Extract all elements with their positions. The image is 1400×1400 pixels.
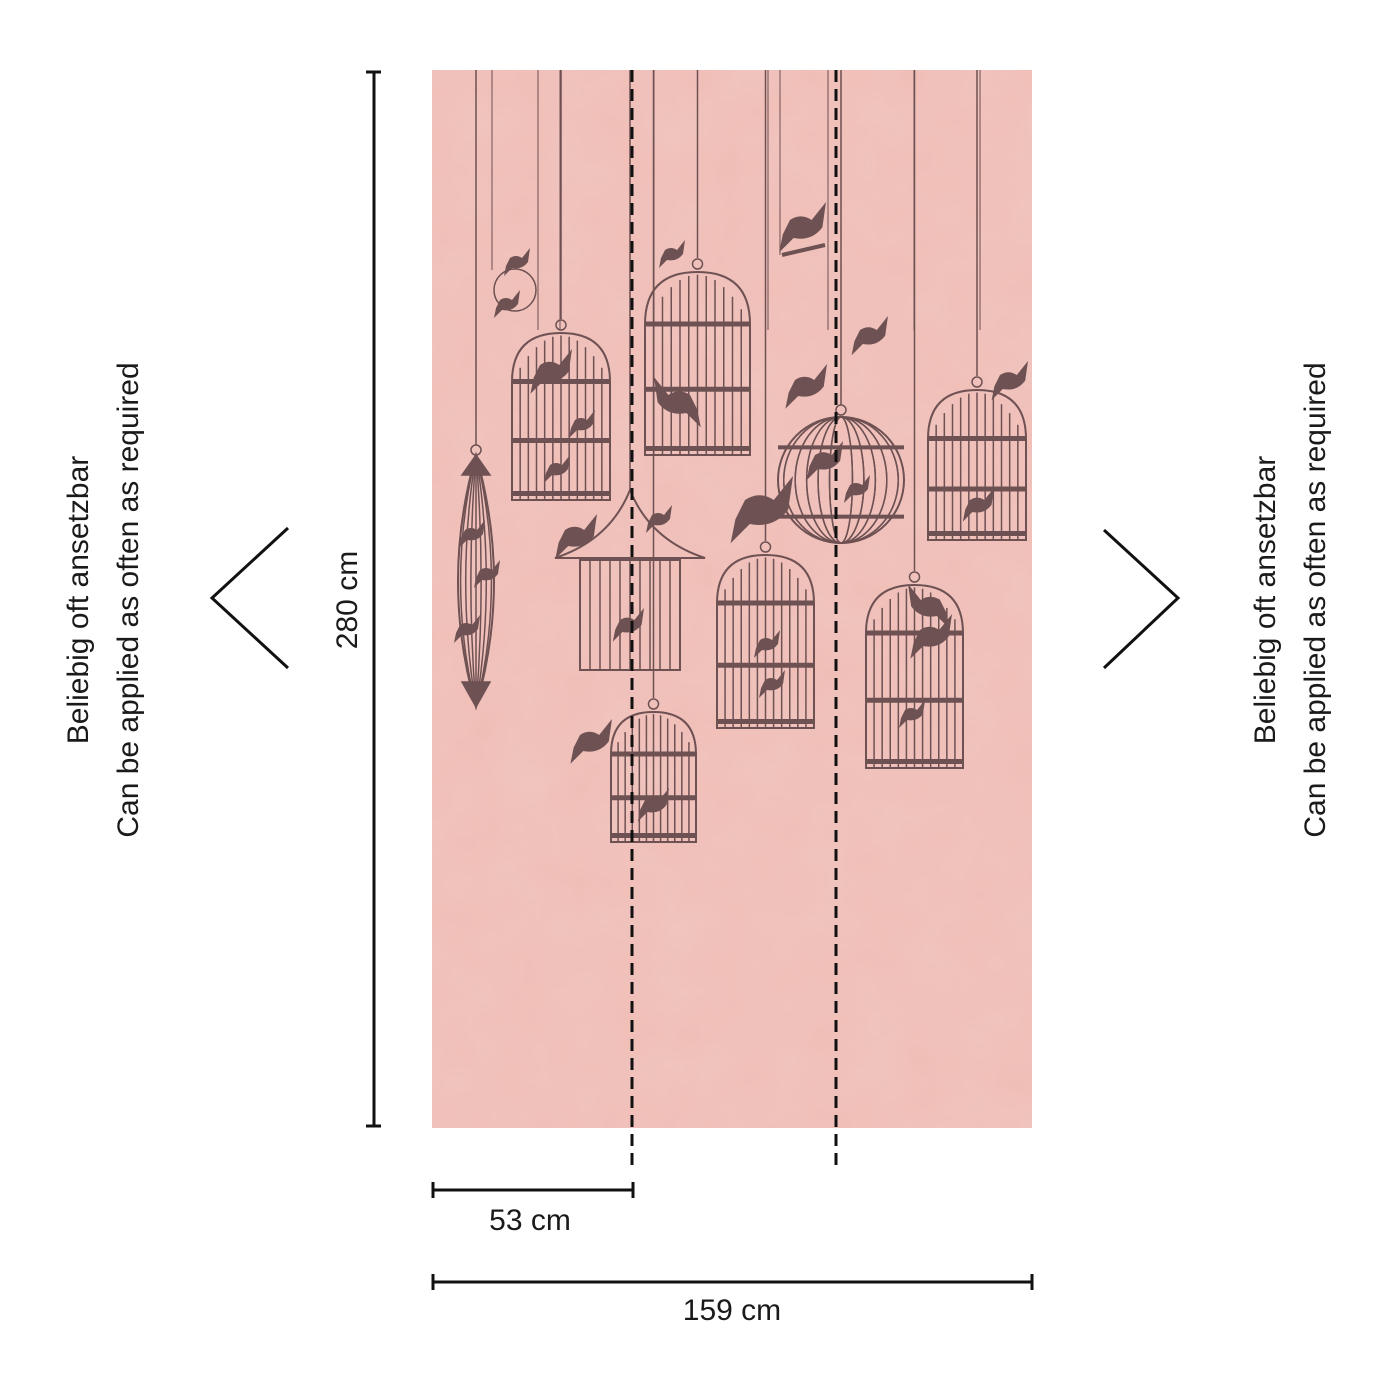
left-note-en: Can be applied as often as required	[112, 362, 145, 837]
birdcage	[716, 553, 815, 729]
total-width-label: 159 cm	[683, 1294, 781, 1327]
bird-icon	[754, 630, 780, 658]
left-note-de: Beliebig oft ansetzbar	[62, 456, 95, 745]
bird-icon	[759, 670, 785, 698]
bird-icon	[659, 240, 685, 268]
bird-icon	[504, 248, 530, 276]
birdcage	[511, 331, 611, 501]
bird-icon	[779, 202, 826, 253]
bird-icon	[962, 488, 994, 522]
bird-icon	[612, 608, 644, 642]
panel-width-dimension	[431, 1182, 635, 1198]
bird-icon	[844, 475, 870, 503]
birdcage	[927, 388, 1027, 541]
bird-icon	[785, 364, 827, 409]
birdcage-motif	[454, 70, 1028, 843]
bird-icon	[991, 361, 1028, 401]
birdcage	[644, 270, 751, 456]
bird-icon	[570, 719, 612, 764]
bird-icon	[474, 560, 500, 588]
bird-icon	[569, 410, 595, 438]
bird-icon	[459, 520, 485, 548]
height-dimension	[366, 70, 381, 1128]
bird-icon	[494, 290, 520, 318]
bird-icon	[910, 614, 952, 659]
chevron-left-icon	[209, 526, 290, 670]
bird-icon	[851, 316, 888, 356]
bird-icon	[654, 377, 701, 428]
birdcage	[865, 583, 964, 769]
total-width-dimension	[431, 1274, 1034, 1290]
panel-width-label: 53 cm	[489, 1204, 571, 1237]
bird-icon	[646, 505, 672, 533]
bird-icon	[555, 514, 597, 559]
birdcage	[554, 487, 706, 559]
bird-icon	[530, 349, 572, 394]
bird-icon	[544, 455, 570, 483]
bird-icon	[730, 476, 793, 544]
right-note-de: Beliebig oft ansetzbar	[1249, 456, 1282, 745]
bird-icon	[454, 615, 480, 643]
chevron-right-icon	[1102, 528, 1181, 670]
height-label: 280 cm	[331, 551, 364, 649]
bird-icon	[806, 441, 843, 481]
right-note-en: Can be applied as often as required	[1299, 362, 1332, 837]
bird-icon	[637, 788, 669, 822]
bird-icon	[899, 700, 925, 728]
bird-icon	[908, 584, 950, 629]
